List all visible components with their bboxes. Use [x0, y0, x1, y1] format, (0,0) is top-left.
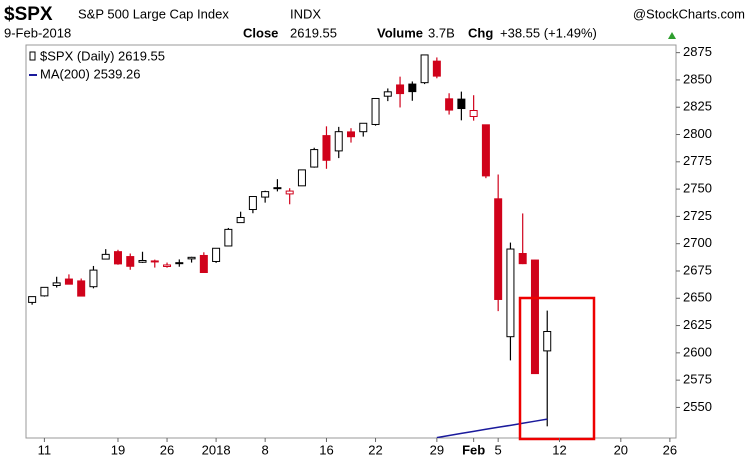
candle-body — [150, 260, 159, 263]
y-tick-label: 2750 — [683, 181, 712, 196]
candle-body — [543, 331, 552, 352]
candle-body — [469, 110, 478, 118]
candle-body — [445, 98, 454, 111]
x-tick-label: 11 — [38, 442, 52, 457]
exchange: INDX — [290, 6, 321, 21]
volume-value: 3.7B — [428, 25, 455, 40]
legend-candle-icon — [29, 51, 36, 61]
symbol: $SPX — [4, 4, 53, 25]
chg-value: +38.55 (+1.49%) — [500, 25, 597, 40]
candle-body — [518, 253, 527, 265]
candle-body — [89, 269, 98, 288]
candle-body — [212, 247, 221, 262]
y-tick-label: 2700 — [683, 235, 712, 250]
source: @StockCharts.com — [633, 6, 745, 21]
x-tick-label: 8 — [262, 442, 269, 457]
candle-body — [163, 264, 172, 267]
x-tick-label: 12 — [552, 442, 566, 457]
y-tick-label: 2650 — [683, 290, 712, 305]
candle-body — [506, 248, 515, 338]
y-tick-label: 2675 — [683, 262, 712, 277]
candle-body — [261, 191, 270, 198]
date: 9-Feb-2018 — [4, 25, 71, 40]
candle-body — [359, 122, 368, 133]
candle-body — [187, 256, 196, 260]
candle-body — [77, 280, 86, 297]
candle-body — [138, 259, 147, 263]
candle-body — [175, 262, 184, 265]
y-tick-label: 2550 — [683, 399, 712, 414]
x-tick-label: 20 — [614, 442, 628, 457]
candle-body — [52, 282, 61, 286]
close-label: Close — [243, 25, 278, 40]
index-name: S&P 500 Large Cap Index — [78, 6, 229, 21]
candle-body — [530, 259, 539, 375]
plot-frame — [25, 44, 677, 439]
candle-body — [64, 278, 73, 285]
candle-body — [199, 254, 208, 274]
y-tick-label: 2600 — [683, 344, 712, 359]
y-tick-label: 2875 — [683, 44, 712, 59]
candle-body — [248, 196, 257, 211]
candle-body — [101, 253, 110, 260]
plot — [28, 54, 552, 438]
candle-body — [396, 84, 405, 95]
x-tick-label: 26 — [160, 442, 174, 457]
y-tick-label: 2850 — [683, 71, 712, 86]
x-tick-label: Feb — [462, 442, 485, 457]
up-arrow — [668, 32, 676, 39]
candle-body — [408, 83, 417, 93]
y-tick-label: 2775 — [683, 153, 712, 168]
candle-body — [126, 256, 135, 267]
candle-body — [432, 60, 441, 77]
x-tick-label: 29 — [430, 442, 444, 457]
candle-body — [236, 216, 245, 224]
candle-body — [224, 228, 233, 247]
candle-body — [28, 296, 37, 303]
chg-label: Chg — [468, 25, 493, 40]
candle-body — [273, 187, 282, 190]
x-tick-label: 16 — [319, 442, 333, 457]
candle-body — [494, 198, 503, 300]
ma-line — [436, 418, 548, 438]
y-tick-label: 2725 — [683, 208, 712, 223]
candle-body — [334, 131, 343, 152]
candle-body — [113, 251, 122, 265]
candle-body — [297, 169, 306, 187]
candle-body — [322, 135, 331, 161]
candle-body — [420, 54, 429, 84]
candle-body — [285, 190, 294, 195]
x-tick-label: 2018 — [202, 442, 231, 457]
volume-label: Volume — [377, 25, 423, 40]
x-tick-label: 26 — [663, 442, 677, 457]
candle-body — [310, 149, 319, 168]
candle-body — [481, 124, 490, 177]
legend-ma: MA(200) 2539.26 — [40, 66, 140, 81]
y-tick-label: 2825 — [683, 99, 712, 114]
x-tick-label: 19 — [111, 442, 125, 457]
legend-price: $SPX (Daily) 2619.55 — [40, 48, 165, 63]
highlight-box — [518, 296, 596, 441]
y-tick-label: 2575 — [683, 372, 712, 387]
y-tick-label: 2625 — [683, 317, 712, 332]
candle-body — [40, 286, 49, 297]
candle-body — [457, 98, 466, 110]
y-tick-label: 2800 — [683, 126, 712, 141]
candle-body — [371, 97, 380, 125]
candle-body — [383, 91, 392, 97]
x-tick-label: 5 — [495, 442, 502, 457]
x-tick-label: 22 — [368, 442, 382, 457]
candle-body — [347, 131, 355, 138]
close-value: 2619.55 — [290, 25, 337, 40]
